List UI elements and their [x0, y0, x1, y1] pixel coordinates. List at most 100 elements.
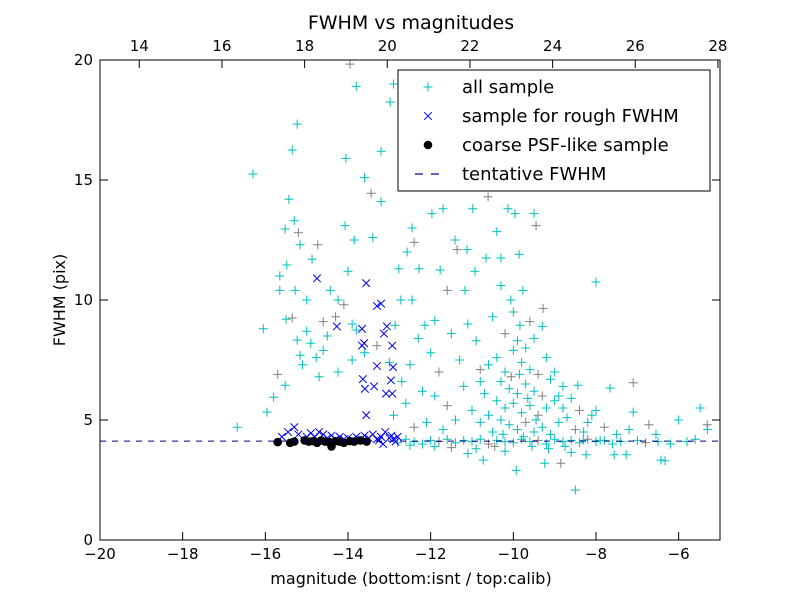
all-sample-point: [496, 281, 506, 291]
x-tick-label: −10: [498, 545, 530, 563]
all-sample-point: [463, 319, 473, 329]
all-sample-point: [402, 247, 412, 257]
x-tick-label: −12: [415, 545, 447, 563]
all-sample-point: [492, 227, 502, 237]
x-tick-label: −20: [84, 545, 116, 563]
all-sample-point: [401, 434, 411, 444]
all-sample-point: [460, 285, 470, 295]
all-sample-point: [384, 357, 394, 367]
all-sample-point: [558, 381, 568, 391]
all-sample-point: [341, 153, 351, 163]
all-sample-point: [498, 429, 508, 439]
rough-fwhm-point: [294, 430, 303, 439]
all-sample-point: [628, 407, 638, 417]
all-sample-point: [492, 396, 502, 406]
all-sample-point: [422, 417, 432, 427]
all-sample-point: [475, 377, 485, 387]
all-sample-point: [269, 392, 279, 402]
all-sample-point: [459, 435, 469, 445]
all-sample-point: [508, 307, 518, 317]
all-sample-point: [506, 295, 516, 305]
all-sample-point: [281, 314, 291, 324]
all-sample-point: [446, 443, 456, 453]
all-sample-point: [521, 343, 531, 353]
top-x-tick-label: 14: [130, 37, 149, 55]
all-sample-point: [508, 438, 518, 448]
all-sample-point: [599, 435, 609, 445]
all-sample-point: [531, 415, 541, 425]
all-sample-point: [388, 79, 398, 89]
rough-fwhm-point: [312, 274, 322, 283]
all-sample-point: [347, 355, 357, 365]
rough-fwhm-point: [362, 411, 371, 420]
x-tick-label: −14: [332, 545, 364, 563]
all-sample-point: [438, 204, 448, 214]
rough-fwhm-point: [283, 427, 293, 437]
all-sample-point: [510, 209, 520, 219]
all-sample-point: [541, 403, 551, 413]
all-sample-point: [537, 391, 547, 401]
all-sample-point: [426, 348, 436, 358]
all-sample-point: [307, 254, 317, 264]
all-sample-point: [525, 401, 535, 411]
all-sample-point: [537, 321, 547, 331]
all-sample-point: [262, 407, 272, 417]
all-sample-point: [529, 386, 539, 396]
all-sample-point: [401, 398, 411, 408]
all-sample-point: [450, 235, 460, 245]
x-axis-label: magnitude (bottom:isnt / top:calib): [270, 569, 551, 588]
all-sample-point: [446, 329, 456, 339]
all-sample-point: [503, 204, 513, 214]
all-sample-point: [525, 365, 535, 375]
all-sample-point: [527, 441, 537, 451]
rough-fwhm-point: [391, 437, 400, 446]
all-sample-point: [407, 223, 417, 233]
all-sample-point: [396, 295, 406, 305]
all-sample-point: [651, 429, 661, 439]
y-axis-label: FWHM (pix): [50, 254, 69, 347]
all-sample-point: [543, 444, 553, 454]
psf-like-point: [273, 437, 283, 447]
all-sample-point: [292, 335, 302, 345]
all-sample-point: [519, 432, 529, 442]
top-x-tick-label: 22: [460, 37, 479, 55]
all-sample-point: [566, 435, 576, 445]
all-sample-point: [508, 345, 518, 355]
all-sample-point: [360, 348, 370, 358]
all-sample-point: [500, 367, 510, 377]
all-sample-point: [591, 405, 601, 415]
all-sample-point: [628, 378, 638, 388]
all-sample-point: [500, 403, 510, 413]
all-sample-point: [248, 169, 258, 179]
rough-fwhm-point: [360, 384, 370, 393]
all-sample-point: [420, 320, 430, 330]
all-sample-point: [407, 295, 417, 305]
all-sample-point: [331, 312, 341, 322]
all-sample-point: [674, 415, 684, 425]
all-sample-point: [529, 333, 539, 343]
rough-fwhm-point: [381, 389, 391, 398]
all-sample-point: [511, 465, 521, 475]
all-sample-point: [512, 389, 522, 399]
all-sample-point: [523, 393, 533, 403]
axis-ticks: −20 −18 −16 −14 −12 −10 −8 −6 0 5 10 15 20 14 16 18 20 22…: [74, 37, 728, 563]
all-sample-point: [314, 372, 324, 382]
all-sample-point: [550, 396, 560, 406]
legend-marker-plus-icon: [423, 82, 433, 92]
all-sample-point: [484, 410, 494, 420]
x-tick-label: −18: [167, 545, 199, 563]
all-sample-point: [468, 204, 478, 214]
all-sample-point: [343, 266, 353, 276]
all-sample-point: [558, 403, 568, 413]
y-tick-label: 0: [83, 531, 93, 549]
all-sample-point: [463, 449, 473, 459]
all-sample-point: [450, 438, 460, 448]
all-sample-point: [258, 324, 268, 334]
all-sample-point: [574, 405, 584, 415]
rough-fwhm-point: [369, 382, 379, 391]
all-sample-point: [413, 333, 423, 343]
all-sample-point: [546, 429, 556, 439]
all-sample-point: [641, 438, 651, 448]
all-sample-point: [573, 380, 583, 390]
x-tick-label: −6: [668, 545, 690, 563]
